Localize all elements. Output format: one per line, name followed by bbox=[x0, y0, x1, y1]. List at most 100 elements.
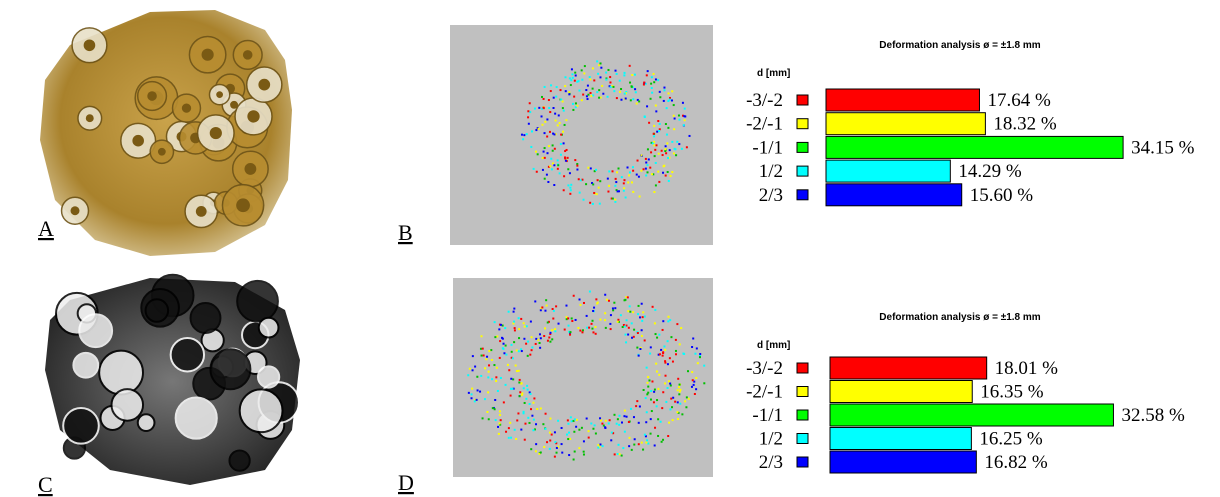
speckle bbox=[646, 171, 649, 174]
speckle bbox=[529, 392, 532, 395]
speckle bbox=[471, 387, 474, 390]
speckle bbox=[574, 159, 577, 162]
speckle bbox=[485, 358, 488, 361]
speckle bbox=[499, 323, 502, 326]
speckle bbox=[657, 120, 660, 123]
speckle bbox=[620, 98, 623, 101]
speckle bbox=[602, 424, 605, 427]
speckle bbox=[564, 156, 567, 159]
speckle bbox=[521, 392, 524, 395]
speckle bbox=[581, 178, 584, 181]
speckle bbox=[591, 87, 594, 90]
speckle bbox=[634, 91, 637, 94]
speckle bbox=[653, 81, 656, 84]
speckle bbox=[645, 174, 648, 177]
speckle bbox=[522, 387, 525, 390]
speckle bbox=[654, 161, 657, 164]
speckle bbox=[685, 406, 688, 409]
flower bbox=[98, 349, 144, 396]
speckle bbox=[548, 447, 551, 450]
speckle bbox=[597, 446, 600, 449]
speckle bbox=[652, 173, 655, 176]
speckle bbox=[541, 168, 544, 171]
speckle bbox=[668, 421, 671, 424]
speckle bbox=[494, 419, 497, 422]
speckle bbox=[528, 102, 531, 105]
speckle bbox=[681, 413, 684, 416]
speckle bbox=[672, 396, 675, 399]
speckle bbox=[609, 322, 612, 325]
speckle bbox=[533, 107, 536, 110]
speckle bbox=[475, 398, 478, 401]
speckle bbox=[653, 388, 656, 391]
flower-center bbox=[70, 206, 80, 216]
speckle bbox=[578, 447, 581, 450]
speckle bbox=[470, 397, 473, 400]
speckle bbox=[616, 190, 619, 193]
speckle bbox=[560, 426, 563, 429]
speckle bbox=[688, 134, 691, 137]
speckle bbox=[525, 397, 528, 400]
speckle bbox=[596, 60, 599, 63]
speckle bbox=[533, 428, 536, 431]
speckle bbox=[558, 122, 561, 125]
speckle bbox=[594, 326, 597, 329]
speckle bbox=[542, 106, 545, 109]
speckle bbox=[578, 89, 581, 92]
speckle bbox=[624, 196, 627, 199]
speckle bbox=[690, 385, 693, 388]
speckle bbox=[554, 330, 557, 333]
speckle bbox=[669, 382, 672, 385]
speckle bbox=[599, 96, 602, 99]
speckle bbox=[548, 431, 551, 434]
speckle bbox=[554, 119, 557, 122]
speckle bbox=[671, 171, 674, 174]
speckle bbox=[693, 392, 696, 395]
speckle bbox=[640, 302, 643, 305]
speckle bbox=[607, 422, 610, 425]
speckle bbox=[699, 353, 702, 356]
speckle bbox=[654, 426, 657, 429]
speckle bbox=[631, 336, 634, 339]
speckle bbox=[573, 95, 576, 98]
speckle bbox=[502, 401, 505, 404]
speckle bbox=[655, 405, 658, 408]
speckle bbox=[467, 374, 470, 377]
speckle bbox=[499, 413, 502, 416]
speckle bbox=[581, 78, 584, 81]
speckle bbox=[664, 150, 667, 153]
speckle bbox=[651, 142, 654, 145]
speckle bbox=[623, 187, 626, 190]
speckle bbox=[664, 382, 667, 385]
speckle bbox=[665, 400, 668, 403]
speckle bbox=[530, 145, 533, 148]
speckle bbox=[664, 374, 667, 377]
speckle bbox=[611, 170, 614, 173]
speckle bbox=[615, 422, 618, 425]
map-d-speckles bbox=[467, 290, 706, 461]
speckle bbox=[595, 168, 598, 171]
speckle bbox=[637, 354, 640, 357]
speckle bbox=[518, 337, 521, 340]
speckle bbox=[498, 410, 501, 413]
speckle bbox=[523, 134, 526, 137]
speckle bbox=[498, 328, 501, 331]
speckle bbox=[598, 64, 601, 67]
speckle bbox=[545, 304, 548, 307]
speckle bbox=[549, 340, 552, 343]
speckle bbox=[612, 432, 615, 435]
speckle bbox=[614, 200, 617, 203]
speckle bbox=[681, 114, 684, 117]
speckle bbox=[667, 126, 670, 129]
speckle bbox=[647, 385, 650, 388]
speckle bbox=[599, 180, 602, 183]
speckle bbox=[630, 85, 633, 88]
speckle bbox=[662, 320, 665, 323]
speckle bbox=[650, 173, 653, 176]
speckle bbox=[625, 341, 628, 344]
speckle bbox=[636, 98, 639, 101]
speckle bbox=[573, 418, 576, 421]
speckle bbox=[504, 327, 507, 330]
speckle bbox=[649, 166, 652, 169]
category-label: 2/3 bbox=[759, 185, 783, 206]
